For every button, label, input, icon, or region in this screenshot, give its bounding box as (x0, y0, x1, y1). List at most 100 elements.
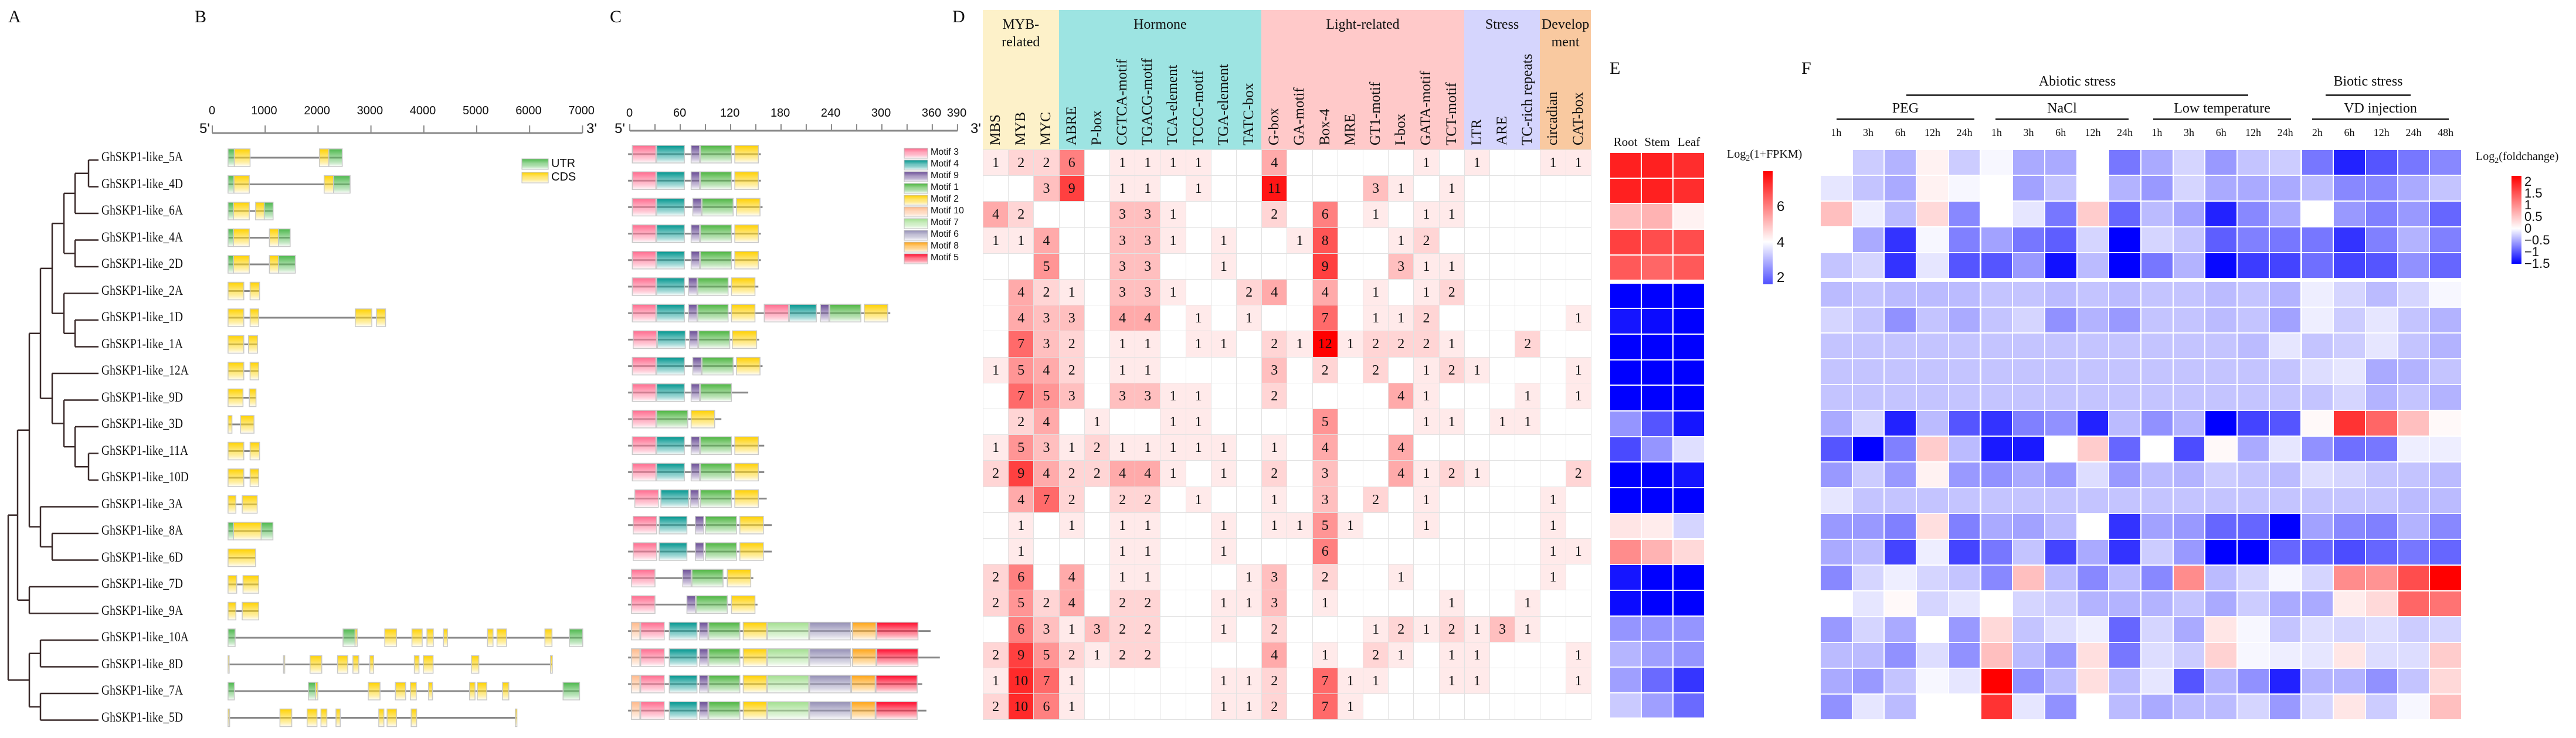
tissue-heatmap-cell (1610, 641, 1641, 667)
element-count-cell: 1 (1058, 668, 1085, 695)
stress-heatmap-cell (2012, 668, 2045, 694)
element-count-cell: 1 (1337, 512, 1363, 539)
stress-heatmap-cell (2269, 617, 2302, 642)
legend-swatch-motif (904, 206, 928, 217)
element-count-cell (1413, 175, 1440, 202)
element-count-cell (1287, 590, 1313, 617)
motif-box-motif-2 (739, 516, 764, 535)
element-count-cell (1438, 434, 1465, 461)
element-count-cell (1489, 538, 1516, 565)
stress-group-label: NaCl (2047, 101, 2077, 116)
stress-heatmap-cell (2173, 359, 2205, 385)
tissue-heatmap-cell (1641, 488, 1673, 513)
element-count-cell: 4 (1008, 305, 1034, 332)
element-count-cell (1160, 356, 1186, 383)
stress-heatmap-cell (2365, 591, 2398, 617)
tissue-heatmap-cell (1610, 462, 1641, 488)
stress-heatmap-cell (2301, 642, 2334, 668)
element-count-cell: 1 (1287, 331, 1313, 358)
stress-heatmap-cell (1948, 281, 1981, 307)
tissue-heatmap-cell (1641, 513, 1673, 539)
tissue-heatmap-cell (1610, 488, 1641, 513)
gene-label: GhSKP1-like_8A (101, 523, 184, 538)
gene-axis-tick-label: 7000 (568, 104, 595, 117)
stress-heatmap-cell (2333, 175, 2365, 201)
element-count-cell (1363, 149, 1389, 176)
motif-box-motif-4 (656, 224, 685, 243)
element-count-cell: 4 (1388, 434, 1414, 461)
legend-label-cds: CDS (551, 171, 576, 183)
motif-box-motif-2 (734, 489, 759, 508)
stress-heatmap-cell (1884, 175, 1917, 201)
tissue-heatmap-cell (1673, 229, 1705, 255)
stress-heatmap-cell (2269, 462, 2302, 488)
stress-heatmap-cell (2076, 565, 2109, 591)
element-count-cell (1438, 512, 1465, 539)
element-count-cell (1210, 356, 1237, 383)
stress-heatmap-cell (1916, 175, 1949, 201)
element-count-cell (1337, 615, 1363, 642)
element-count-cell: 1 (1160, 460, 1186, 487)
tissue-heatmap-cell (1610, 590, 1641, 616)
motif-box-motif-9 (688, 330, 698, 349)
motif-box-motif-3 (632, 198, 657, 217)
motif-box-motif-2 (734, 171, 759, 190)
stress-heatmap-cell (2301, 436, 2334, 462)
motif-box-motif-1 (697, 277, 729, 296)
element-count-cell: 2 (1135, 615, 1161, 642)
element-column-label: TGA-element (1215, 64, 1231, 145)
element-count-cell: 1 (1287, 512, 1313, 539)
utr-block (228, 148, 235, 167)
element-count-cell (1084, 175, 1110, 202)
stress-heatmap-cell (2205, 410, 2238, 436)
stress-heatmap-cell (1820, 149, 1852, 175)
element-count-cell: 2 (1312, 356, 1338, 383)
element-count-cell (1540, 693, 1566, 720)
element-count-cell (1287, 538, 1313, 565)
motif-axis-tick-label: 120 (719, 107, 740, 120)
element-count-cell (1565, 693, 1591, 720)
stress-heatmap-cell (2429, 307, 2462, 333)
stress-heatmap-cell (2333, 281, 2365, 307)
tissue-heatmap-cell (1673, 590, 1705, 616)
timepoint-label: 3h (1863, 127, 1874, 138)
stress-heatmap-cell (2076, 359, 2109, 385)
legend-swatch-utr (521, 158, 549, 170)
motif-box-motif-2 (734, 224, 759, 243)
element-count-cell (1565, 564, 1591, 591)
stress-heatmap-cell (2205, 539, 2238, 565)
legend-label-motif: Motif 4 (931, 159, 959, 169)
motif-box-motif-1 (700, 171, 732, 190)
stress-heatmap-cell (2173, 436, 2205, 462)
tissue-heatmap-cell (1610, 692, 1641, 719)
element-count-cell (1287, 460, 1313, 487)
stress-heatmap-cell (2269, 227, 2302, 253)
element-column-label: TCT-motif (1443, 82, 1460, 145)
element-count-cell (1033, 564, 1060, 591)
element-count-cell: 1 (1388, 641, 1414, 668)
element-count-cell (1160, 305, 1186, 332)
element-count-cell (1388, 279, 1414, 306)
stress-heatmap-cell (2333, 694, 2365, 720)
stress-heatmap-cell (2301, 565, 2334, 591)
element-count-cell: 1 (983, 227, 1009, 254)
motif-box-motif-4 (668, 701, 698, 720)
element-count-cell (1363, 227, 1389, 254)
stress-heatmap-cell (2141, 175, 2173, 201)
stress-heatmap-cell (2109, 436, 2141, 462)
stress-heatmap-cell (2301, 281, 2334, 307)
element-count-cell (1489, 564, 1516, 591)
element-count-cell: 2 (1008, 201, 1034, 228)
element-count-cell (1084, 305, 1110, 332)
stress-heatmap-cell (2044, 227, 2077, 253)
element-count-cell (1515, 279, 1541, 306)
legend-label-utr: UTR (551, 157, 576, 170)
element-count-cell (1438, 538, 1465, 565)
tissue-heatmap-cell (1610, 539, 1641, 565)
motif-box-motif-3 (632, 277, 657, 296)
stress-heatmap-cell (2141, 281, 2173, 307)
stress-heatmap-cell (2333, 488, 2365, 513)
stress-heatmap-cell (2205, 253, 2238, 278)
cds-block (426, 628, 434, 647)
stress-colorbar-tick: −1.5 (2524, 256, 2550, 271)
